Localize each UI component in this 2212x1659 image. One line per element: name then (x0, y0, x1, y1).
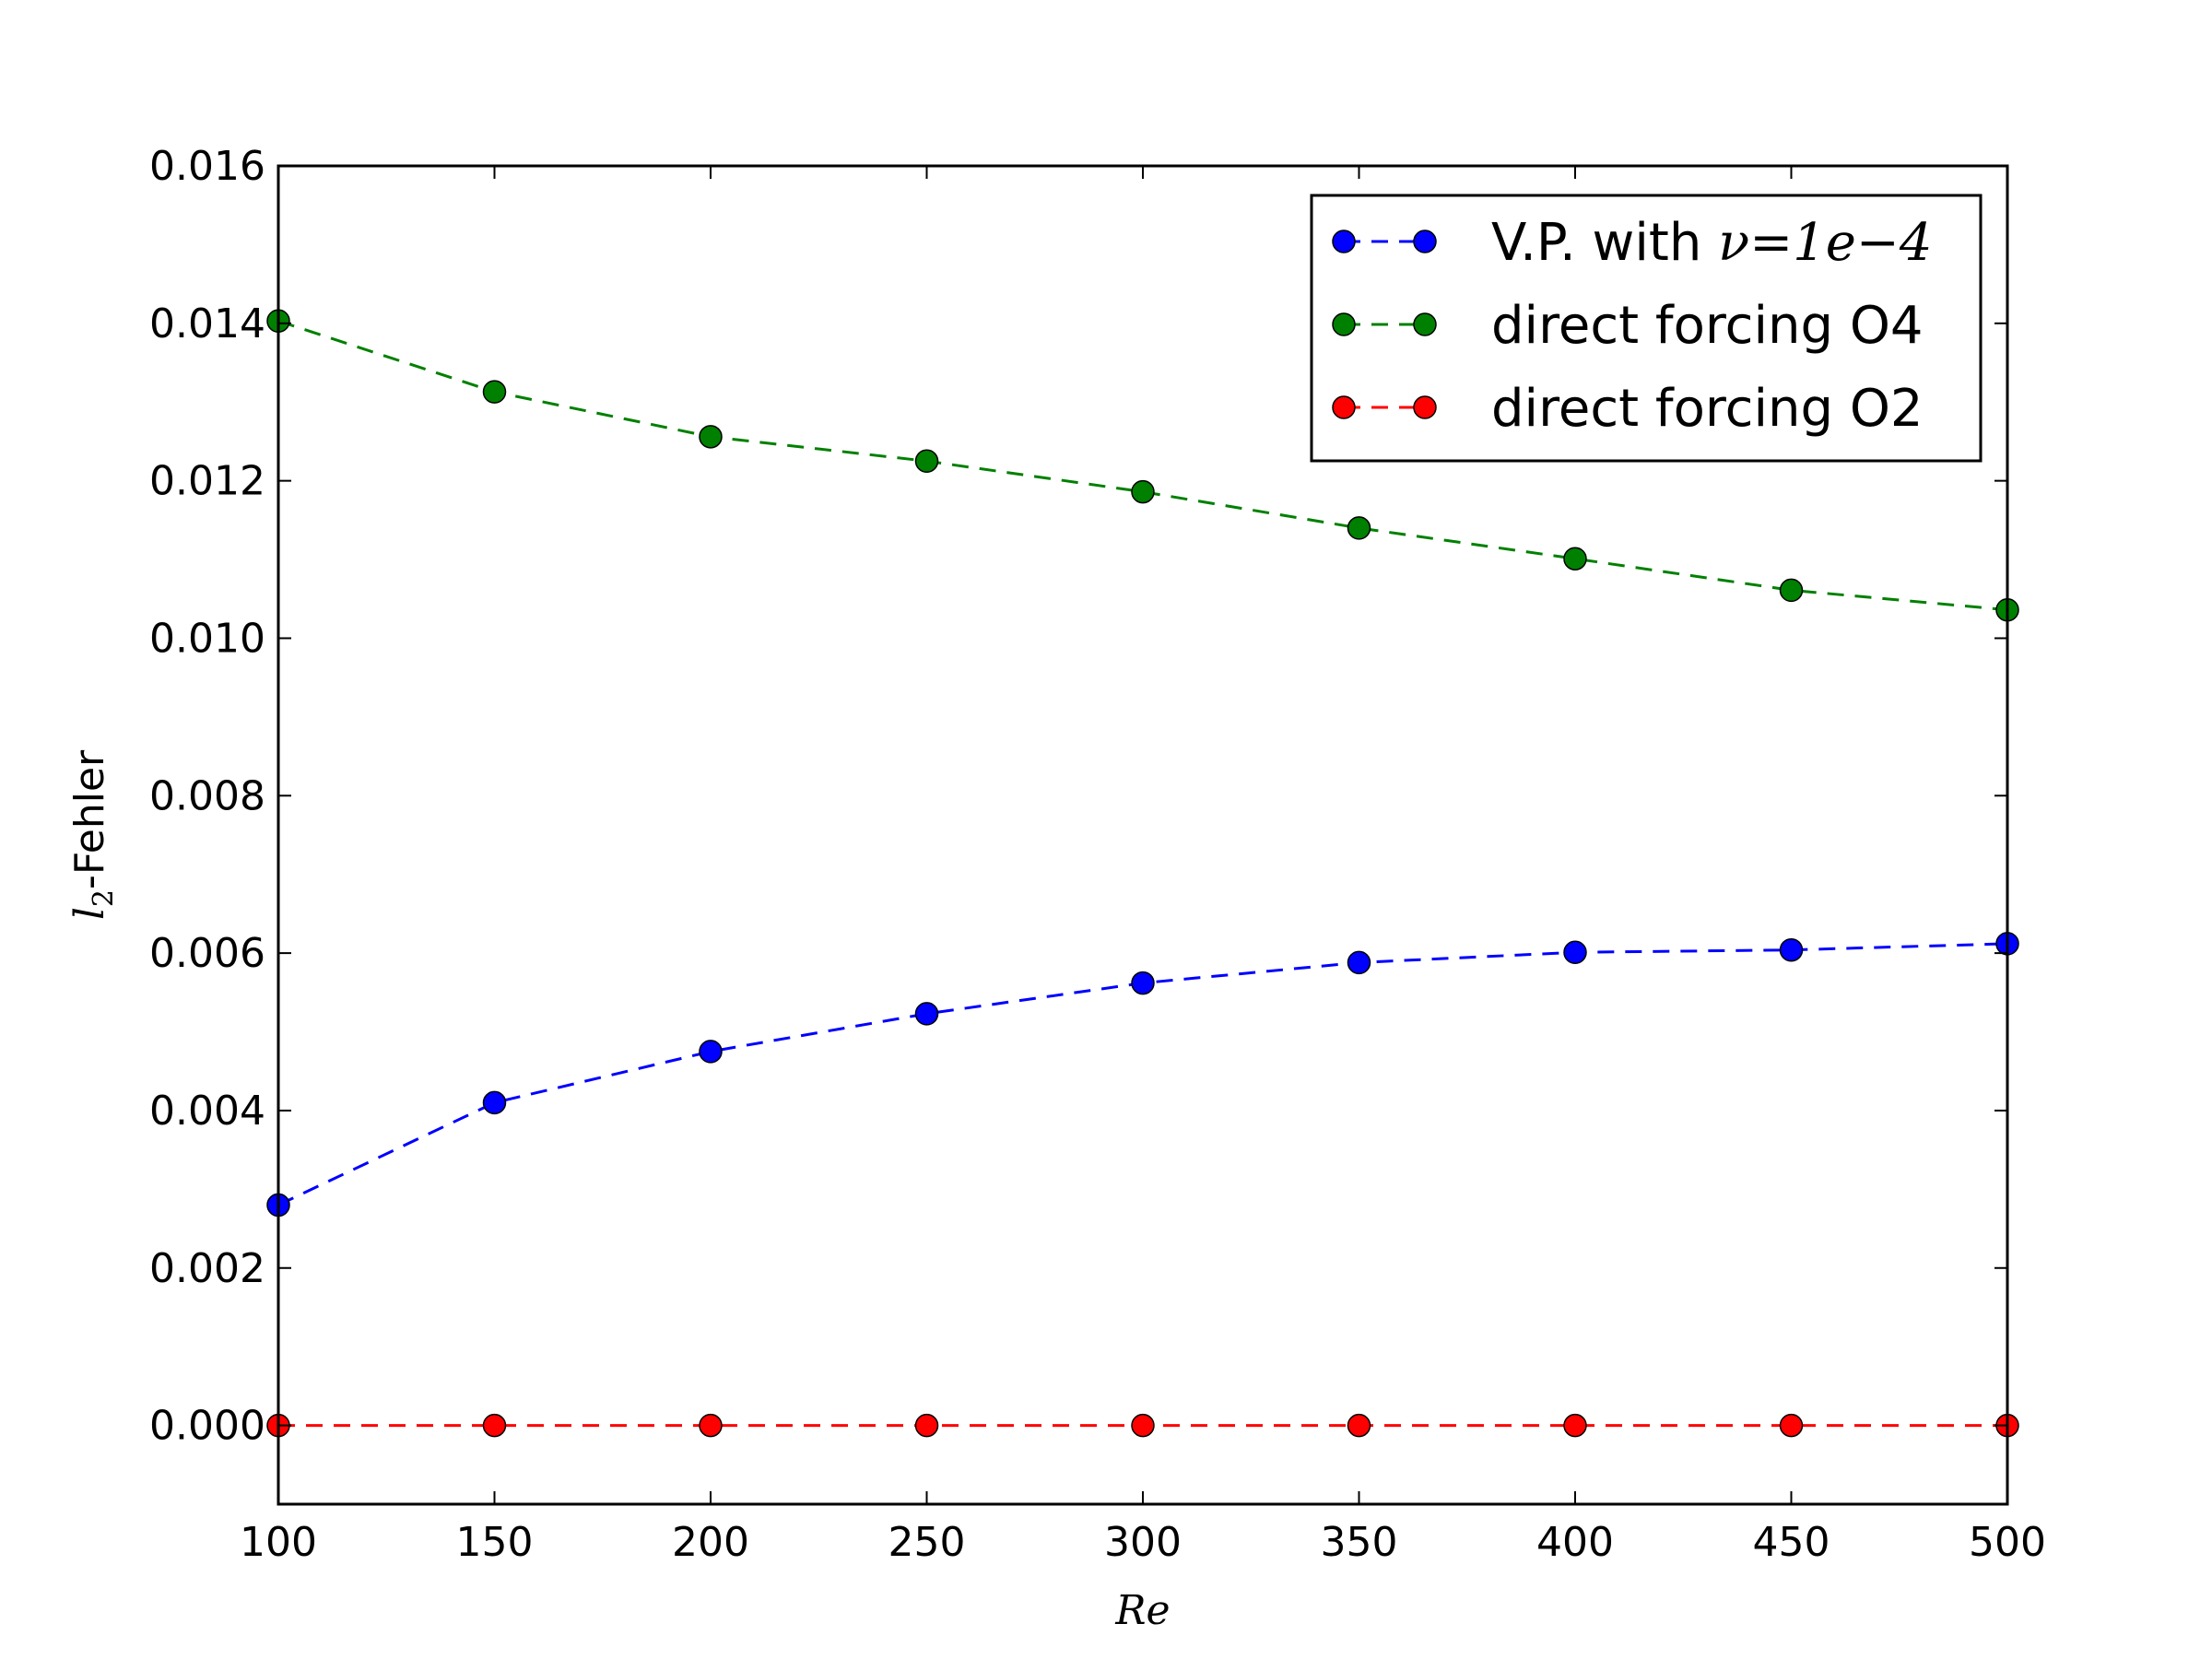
y-tick-label: 0.012 (149, 458, 265, 505)
data-point (1131, 479, 1155, 504)
data-point (914, 449, 939, 474)
data-point (699, 1413, 723, 1438)
y-tick-label: 0.006 (149, 930, 265, 977)
x-tick-label: 500 (1969, 1519, 2046, 1566)
data-point (1563, 547, 1587, 571)
y-axis-label-suffix: -Fehler (66, 749, 113, 889)
x-tick-label: 100 (240, 1519, 317, 1566)
legend-marker (1332, 395, 1356, 419)
y-tick-label: 0.004 (149, 1088, 265, 1135)
x-tick-label: 200 (672, 1519, 749, 1566)
legend-marker (1413, 229, 1437, 253)
x-tick-label: 350 (1321, 1519, 1398, 1566)
legend-label: direct forcing O2 (1491, 379, 1924, 439)
data-point (1563, 1413, 1587, 1438)
x-tick-label: 450 (1753, 1519, 1830, 1566)
data-point (1347, 516, 1371, 540)
data-point (1347, 1413, 1371, 1438)
y-tick-label: 0.010 (149, 615, 265, 662)
data-point (1131, 971, 1155, 995)
data-point (482, 380, 507, 404)
series-line (277, 319, 2008, 612)
y-tick-label: 0.008 (149, 772, 265, 819)
ticks: 100 150 200 250 300 350 400 450 500 0.000 0.002 0.0… (149, 143, 2046, 1566)
legend-label: direct forcing O4 (1491, 296, 1924, 356)
data-point (1563, 940, 1587, 965)
y-axis-label: l2-Fehler (66, 749, 120, 920)
legend-label: V.P. with ν=1e−4 (1491, 213, 1932, 273)
data-point (914, 1413, 939, 1438)
x-axis-label: Re (1114, 1587, 1170, 1634)
legend-marker (1413, 395, 1437, 419)
y-axis-label-subscript: 2 (88, 889, 120, 907)
legend: V.P. with ν=1e−4 direct forcing O4 direct … (1310, 194, 1983, 463)
x-tick-label: 400 (1536, 1519, 1614, 1566)
data-point (1779, 578, 1804, 603)
data-point (1347, 950, 1371, 975)
data-point (1779, 1413, 1804, 1438)
y-axis-label-main: l (66, 907, 113, 920)
data-point (914, 1002, 939, 1026)
x-tick-label: 250 (888, 1519, 966, 1566)
data-point (699, 425, 723, 449)
data-point (1779, 937, 1804, 962)
data-point (699, 1040, 723, 1064)
y-tick-label: 0.016 (149, 143, 265, 190)
data-point (482, 1090, 507, 1115)
x-tick-label: 300 (1104, 1519, 1182, 1566)
x-tick-label: 150 (456, 1519, 534, 1566)
y-tick-label: 0.014 (149, 300, 265, 347)
legend-marker (1413, 312, 1437, 336)
y-tick-label: 0.000 (149, 1403, 265, 1450)
data-point (1131, 1413, 1155, 1438)
y-tick-label: 0.002 (149, 1245, 265, 1292)
data-point (482, 1413, 507, 1438)
legend-marker (1332, 312, 1356, 336)
legend-marker (1332, 229, 1356, 253)
